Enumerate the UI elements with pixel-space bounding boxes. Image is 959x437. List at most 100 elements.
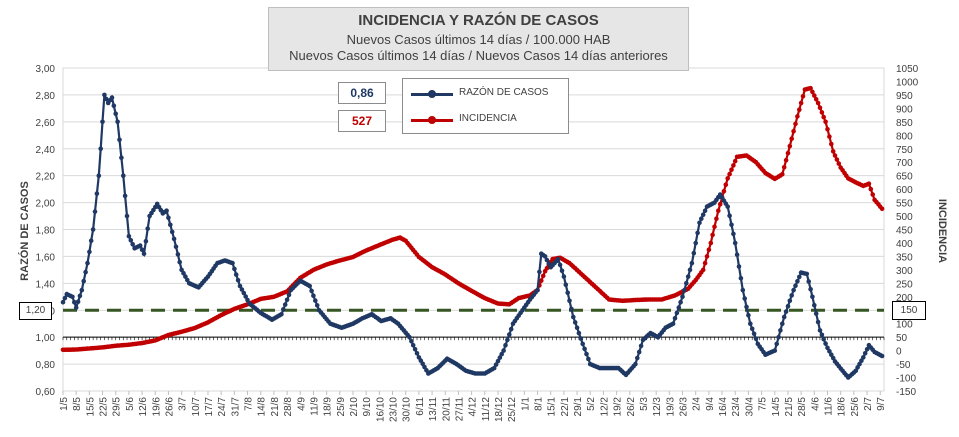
data-point (414, 351, 420, 356)
x-tick-label: 16/10 (375, 397, 386, 422)
right-y-axis: -150-100-5005010015020025030035040045050… (896, 64, 919, 398)
data-point (721, 189, 727, 194)
x-tick-label: 19/6 (151, 397, 162, 417)
data-point (689, 260, 695, 266)
data-point (584, 351, 589, 357)
data-point (725, 204, 730, 209)
data-point (702, 260, 708, 266)
x-tick-label: 8/1 (534, 397, 545, 411)
data-point (825, 126, 830, 132)
right-tick-label: 550 (896, 199, 913, 210)
series-line (62, 94, 883, 380)
right-tick-label: 850 (896, 118, 913, 129)
data-point (113, 111, 118, 117)
data-point (829, 141, 834, 147)
data-point (284, 297, 290, 303)
legend-incidencia-marker (428, 116, 436, 124)
data-point (693, 240, 698, 246)
x-tick-label: 8/5 (72, 397, 83, 411)
data-point (92, 209, 98, 214)
x-tick-label: 12/3 (652, 397, 663, 417)
data-point (75, 299, 81, 305)
x-tick-label: 5/6 (125, 397, 136, 411)
data-point (111, 103, 117, 108)
data-point (727, 171, 732, 177)
data-point (812, 93, 817, 98)
x-tick-label: 7/8 (244, 397, 255, 411)
right-tick-label: 300 (896, 266, 913, 277)
x-tick-label: 22/5 (99, 397, 110, 417)
data-point (539, 278, 544, 283)
data-point (571, 314, 576, 320)
data-point (783, 157, 789, 163)
threshold-right-label: 150 (892, 301, 926, 320)
data-point (725, 176, 730, 181)
data-point (94, 191, 100, 196)
data-point (687, 267, 693, 273)
data-point (682, 287, 687, 293)
data-point (706, 247, 712, 252)
left-tick-label: 1,60 (36, 252, 56, 263)
data-point (685, 274, 691, 279)
x-tick-label: 28/8 (283, 397, 294, 417)
data-point (740, 287, 746, 293)
data-point (821, 336, 826, 342)
data-point (580, 341, 585, 347)
data-point (565, 290, 570, 296)
data-point (695, 230, 700, 236)
data-point (98, 146, 103, 152)
data-point (772, 348, 778, 353)
left-tick-label: 3,00 (36, 64, 56, 75)
x-tick-label: 2/10 (349, 397, 360, 417)
data-point (309, 288, 314, 294)
data-point (785, 303, 791, 309)
data-point (793, 121, 798, 127)
series-incidencia (60, 85, 885, 353)
data-point (281, 307, 286, 312)
data-point (235, 278, 241, 283)
data-point (774, 341, 779, 347)
x-tick-label: 2/7 (863, 397, 874, 411)
data-point (868, 186, 874, 192)
data-point (744, 304, 749, 310)
data-point (676, 305, 682, 310)
data-point (636, 349, 642, 355)
data-point (704, 254, 710, 259)
chart-title-box: INCIDENCIA Y RAZÓN DE CASOS Nuevos Casos… (268, 7, 689, 71)
data-point (183, 274, 188, 279)
x-tick-label: 23/4 (731, 397, 742, 417)
right-tick-label: 450 (896, 226, 913, 237)
data-point (164, 208, 169, 213)
data-point (785, 150, 791, 156)
data-point (60, 299, 66, 305)
data-point (732, 240, 738, 246)
data-point (699, 216, 704, 221)
right-tick-label: 0 (896, 347, 902, 358)
x-tick-label: 31/7 (230, 397, 241, 417)
data-point (787, 143, 793, 149)
x-tick-label: 7/5 (758, 397, 769, 411)
data-point (87, 249, 92, 255)
data-point (808, 85, 813, 91)
legend-item-razon: RAZÓN DE CASOS (411, 87, 571, 101)
x-tick-label: 23/10 (389, 397, 400, 422)
x-tick-label: 2/4 (692, 397, 703, 411)
data-point (576, 330, 582, 336)
data-point (307, 283, 313, 289)
data-point (780, 321, 785, 327)
data-point (168, 222, 173, 228)
data-point (781, 314, 787, 320)
data-point (810, 294, 815, 300)
x-tick-label: 27/11 (454, 397, 465, 422)
x-tick-label: 25/12 (507, 397, 518, 422)
right-tick-label: 700 (896, 158, 913, 169)
x-tick-label: 18/9 (323, 397, 334, 417)
data-point (804, 271, 810, 277)
data-point (866, 181, 872, 186)
data-point (810, 89, 815, 95)
data-point (100, 119, 105, 125)
data-point (495, 358, 501, 364)
data-point (555, 256, 561, 262)
data-point (175, 252, 181, 257)
data-point (171, 236, 177, 242)
